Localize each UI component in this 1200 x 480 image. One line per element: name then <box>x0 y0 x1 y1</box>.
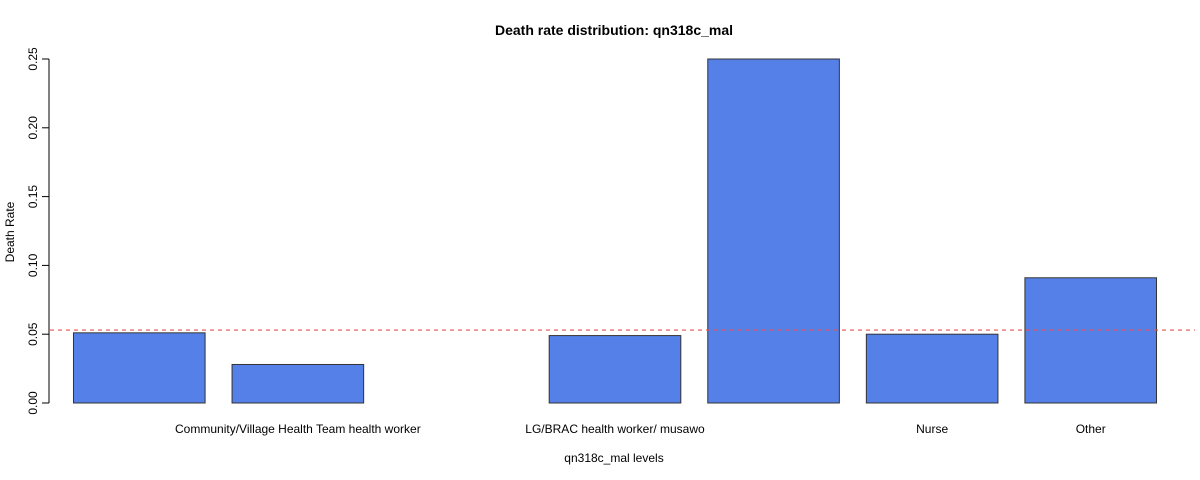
y-tick-label: 0.20 <box>26 116 40 140</box>
y-tick-label: 0.25 <box>26 47 40 71</box>
x-tick-label: Other <box>1076 422 1106 436</box>
y-axis: 0.00 0.05 0.10 0.15 0.20 0.25 <box>26 47 50 415</box>
bar <box>548 335 682 404</box>
x-tick-label: Community/Village Health Team health wor… <box>175 422 421 436</box>
x-tick-label: Nurse <box>916 422 948 436</box>
bar <box>865 333 999 404</box>
bar <box>1024 277 1158 404</box>
y-tick-label: 0.05 <box>26 322 40 346</box>
y-tick-label: 0.10 <box>26 253 40 277</box>
bar <box>231 363 365 404</box>
bar <box>72 332 206 404</box>
chart-title: Death rate distribution: qn318c_mal <box>495 22 733 38</box>
x-tick-label: LG/BRAC health worker/ musawo <box>525 422 705 436</box>
bars <box>72 58 1158 404</box>
x-axis-label: qn318c_mal levels <box>564 451 663 465</box>
bar <box>707 58 840 404</box>
x-tick-labels: Community/Village Health Team health wor… <box>175 422 1106 436</box>
y-tick-label: 0.00 <box>26 391 40 415</box>
y-axis-label: Death Rate <box>3 201 17 262</box>
y-tick-label: 0.15 <box>26 185 40 209</box>
